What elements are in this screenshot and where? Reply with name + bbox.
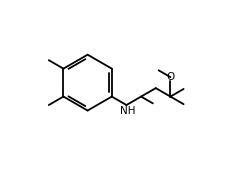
Text: O: O <box>166 72 175 82</box>
Text: NH: NH <box>120 106 135 116</box>
